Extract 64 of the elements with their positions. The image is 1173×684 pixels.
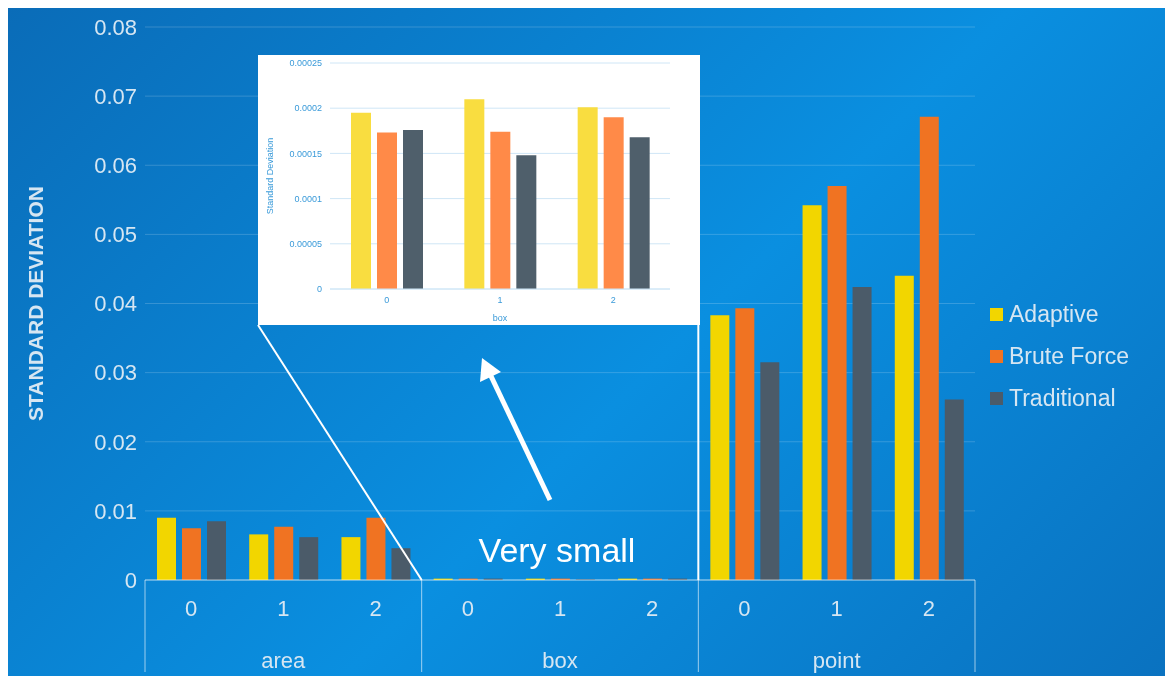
x-tick-label: 1 bbox=[497, 295, 503, 306]
bar bbox=[735, 308, 755, 580]
y-tick-label: 0.0002 bbox=[294, 103, 322, 114]
y-tick-label: 0.00015 bbox=[289, 148, 322, 159]
bar bbox=[249, 534, 269, 580]
x-tick-label: 2 bbox=[610, 295, 616, 306]
legend-label: Adaptive bbox=[1009, 300, 1099, 328]
y-tick-label: 0.08 bbox=[94, 14, 137, 40]
bar bbox=[351, 112, 371, 289]
annotation: Very small bbox=[478, 531, 636, 569]
y-tick-label: 0 bbox=[124, 567, 137, 593]
bar bbox=[516, 155, 537, 289]
x-tick-label: 1 bbox=[277, 595, 290, 621]
x-tick-label: 2 bbox=[922, 595, 936, 621]
bar bbox=[403, 129, 423, 289]
text: box bbox=[542, 648, 578, 673]
y-tick-label: 0.01 bbox=[94, 498, 137, 524]
y-tick-label: 0.0001 bbox=[294, 193, 322, 204]
x-tick-label: 2 bbox=[646, 595, 659, 621]
bar bbox=[919, 116, 939, 580]
bar bbox=[464, 99, 485, 289]
y-tick-label: 0.00025 bbox=[289, 58, 322, 69]
y-tick-label: 0.07 bbox=[94, 83, 137, 109]
bar bbox=[760, 362, 780, 580]
bar bbox=[207, 521, 226, 580]
y-axis-title: Standard Deviation bbox=[265, 137, 276, 215]
bar bbox=[802, 205, 822, 580]
bar bbox=[274, 526, 294, 580]
y-axis-title: STANDARD DEVIATION bbox=[24, 186, 48, 421]
x-tick-label: 0 bbox=[461, 595, 474, 621]
y-tick-label: 0 bbox=[316, 284, 322, 295]
bar bbox=[341, 537, 361, 580]
x-tick-label: 2 bbox=[369, 595, 382, 621]
bar bbox=[377, 132, 397, 289]
text: area bbox=[261, 648, 307, 673]
y-tick-label: 0.03 bbox=[94, 360, 137, 386]
text: point bbox=[812, 648, 861, 673]
bar bbox=[182, 528, 201, 580]
bar bbox=[944, 399, 964, 580]
legend-label: Traditional bbox=[1009, 384, 1116, 412]
y-tick-label: 0.06 bbox=[94, 153, 137, 179]
y-tick-label: 0.05 bbox=[94, 222, 137, 248]
x-tick-label: 1 bbox=[830, 595, 843, 621]
bar bbox=[490, 131, 511, 289]
bar bbox=[157, 517, 176, 580]
bar bbox=[894, 275, 914, 580]
y-tick-label: 0.00005 bbox=[289, 239, 322, 249]
legend-label: Brute Force bbox=[1009, 342, 1130, 370]
y-tick-label: 0.04 bbox=[94, 291, 137, 317]
bar bbox=[710, 315, 730, 580]
x-tick-label: 1 bbox=[553, 595, 567, 621]
x-tick-label: 0 bbox=[384, 295, 390, 306]
x-tick-label: 0 bbox=[184, 595, 198, 621]
bar bbox=[366, 517, 386, 580]
x-axis-title: box bbox=[492, 313, 508, 323]
bar bbox=[391, 548, 411, 580]
bar bbox=[629, 137, 650, 289]
bar bbox=[827, 185, 847, 580]
x-tick-label: 0 bbox=[738, 595, 751, 621]
bar bbox=[577, 107, 598, 289]
bar bbox=[852, 286, 872, 580]
bar bbox=[299, 537, 319, 580]
bar bbox=[603, 117, 624, 289]
y-tick-label: 0.02 bbox=[94, 429, 137, 455]
